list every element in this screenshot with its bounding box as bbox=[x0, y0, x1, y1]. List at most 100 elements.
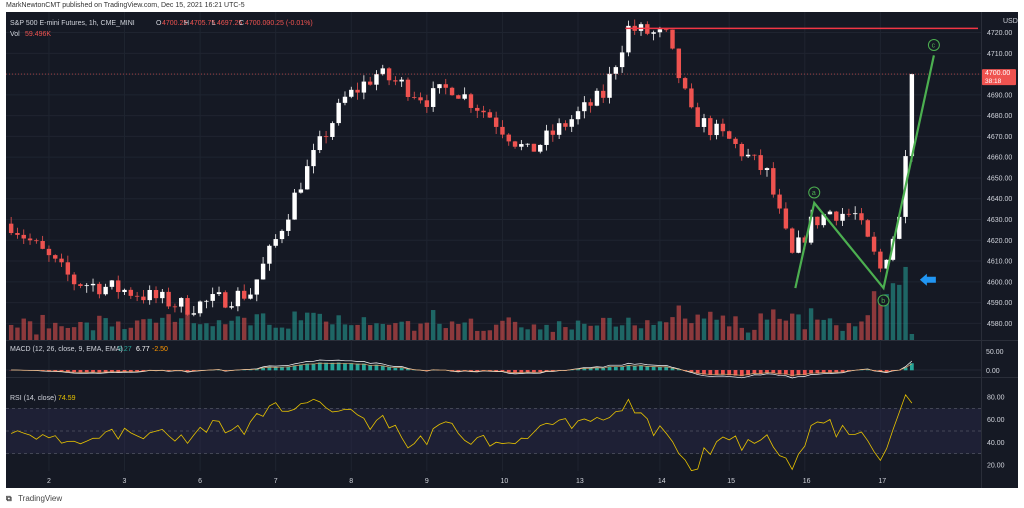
macd-hist-bar bbox=[645, 366, 650, 371]
candle-body bbox=[682, 78, 688, 89]
candle-body bbox=[664, 29, 669, 31]
candle-body bbox=[223, 292, 228, 308]
volume-bar bbox=[733, 316, 738, 340]
macd-hist-bar bbox=[456, 370, 461, 372]
publisher-caption: MarkNewtonCMT published on TradingView.c… bbox=[6, 2, 245, 9]
macd-hist-bar bbox=[519, 370, 524, 373]
volume-bar bbox=[443, 328, 448, 340]
candle-body bbox=[821, 214, 826, 226]
price-tick: 4680.00 bbox=[987, 113, 1012, 120]
macd-hist-bar bbox=[834, 370, 839, 373]
candle-body bbox=[122, 289, 127, 293]
volume-bar bbox=[399, 321, 404, 340]
candle-body bbox=[519, 144, 524, 147]
ohlc-high: 4705.75 bbox=[190, 20, 215, 27]
time-tick: 6 bbox=[198, 478, 202, 485]
candle-body bbox=[197, 301, 203, 314]
macd-tick-0: 0.00 bbox=[986, 368, 1000, 375]
time-axis-ticks: 2 3 6 7 8 9 10 13 14 15 16 17 bbox=[47, 478, 886, 485]
rsi-title: RSI (14, close) bbox=[10, 395, 56, 402]
candle-body bbox=[909, 74, 915, 157]
volume-bar bbox=[191, 323, 197, 340]
macd-hist-bar bbox=[802, 370, 807, 376]
volume-bar bbox=[783, 320, 789, 340]
candle-body bbox=[97, 283, 102, 295]
volume-bar bbox=[197, 324, 203, 340]
volume-bar bbox=[771, 309, 776, 340]
candle-body bbox=[185, 298, 190, 315]
ohlc-open: 4700.25 bbox=[162, 20, 187, 27]
candle-body bbox=[8, 223, 14, 234]
macd-pane bbox=[6, 359, 981, 379]
macd-hist-bar bbox=[343, 363, 347, 371]
macd-hist-bar bbox=[651, 366, 656, 371]
candle-body bbox=[40, 241, 45, 249]
macd-hist-bar bbox=[884, 370, 889, 373]
candle-body bbox=[53, 255, 58, 259]
candle-body bbox=[235, 290, 241, 307]
macd-hist-bar bbox=[84, 370, 89, 373]
candle-body bbox=[456, 95, 461, 99]
volume-bar bbox=[71, 327, 77, 340]
volume-bar bbox=[248, 325, 253, 340]
candle-body bbox=[241, 290, 247, 299]
wave-label-circle bbox=[808, 186, 821, 199]
volume-bar bbox=[468, 318, 474, 340]
price-tick: 4580.00 bbox=[987, 321, 1012, 328]
volume-bar bbox=[481, 330, 486, 340]
volume-bar bbox=[575, 320, 581, 340]
candle-body bbox=[103, 286, 108, 295]
volume-bar bbox=[147, 318, 152, 340]
candle-body bbox=[78, 284, 83, 287]
candle-body bbox=[550, 130, 556, 135]
candle-body bbox=[361, 81, 367, 93]
macd-hist-bar bbox=[664, 366, 669, 371]
wave-label-a: a bbox=[812, 190, 816, 197]
candle-body bbox=[336, 102, 341, 124]
volume-bar bbox=[607, 317, 612, 340]
candle-body bbox=[852, 213, 858, 215]
price-tick: 4650.00 bbox=[987, 175, 1012, 182]
volume-bar bbox=[878, 300, 883, 340]
macd-hist-bar bbox=[676, 369, 681, 371]
volume-bar bbox=[235, 316, 241, 340]
candle-body bbox=[689, 88, 694, 108]
macd-value-hist: 9.27 bbox=[118, 346, 132, 353]
candle-body bbox=[65, 262, 71, 275]
volume-bar bbox=[808, 308, 814, 340]
macd-hist-bar bbox=[59, 370, 64, 372]
candle-body bbox=[380, 68, 385, 75]
macd-hist-bar bbox=[670, 368, 675, 371]
macd-hist-bar bbox=[368, 365, 373, 371]
volume-bar bbox=[141, 319, 146, 340]
rsi-value: 74.59 bbox=[58, 395, 76, 402]
macd-hist-bar bbox=[91, 370, 95, 373]
macd-hist-bar bbox=[324, 362, 328, 371]
time-tick: 10 bbox=[500, 478, 508, 485]
macd-hist-bar bbox=[122, 370, 127, 372]
volume-bar bbox=[160, 317, 165, 340]
macd-hist-bar bbox=[771, 370, 776, 374]
ohlc-close: 4700.00 bbox=[245, 20, 270, 27]
volume-bar bbox=[59, 326, 64, 340]
candle-body bbox=[544, 130, 549, 145]
macd-hist-bar bbox=[78, 370, 83, 373]
time-tick: 3 bbox=[123, 478, 127, 485]
volume-bar bbox=[764, 319, 770, 340]
time-tick: 14 bbox=[658, 478, 666, 485]
candle-body bbox=[179, 298, 184, 307]
rsi-tick: 20.00 bbox=[987, 462, 1005, 469]
price-scale-bg bbox=[981, 12, 1018, 471]
candle-body bbox=[166, 291, 171, 307]
price-tick: 4620.00 bbox=[987, 238, 1012, 245]
volume-bar bbox=[758, 313, 763, 340]
last-price-value: 4700.00 bbox=[985, 70, 1010, 77]
volume-bar bbox=[40, 314, 45, 340]
volume-bar bbox=[342, 324, 348, 340]
volume-bar bbox=[777, 318, 782, 340]
candle-body bbox=[399, 79, 404, 82]
candle-body bbox=[59, 258, 64, 263]
candle-body bbox=[834, 211, 839, 221]
volume-bar bbox=[122, 329, 127, 340]
